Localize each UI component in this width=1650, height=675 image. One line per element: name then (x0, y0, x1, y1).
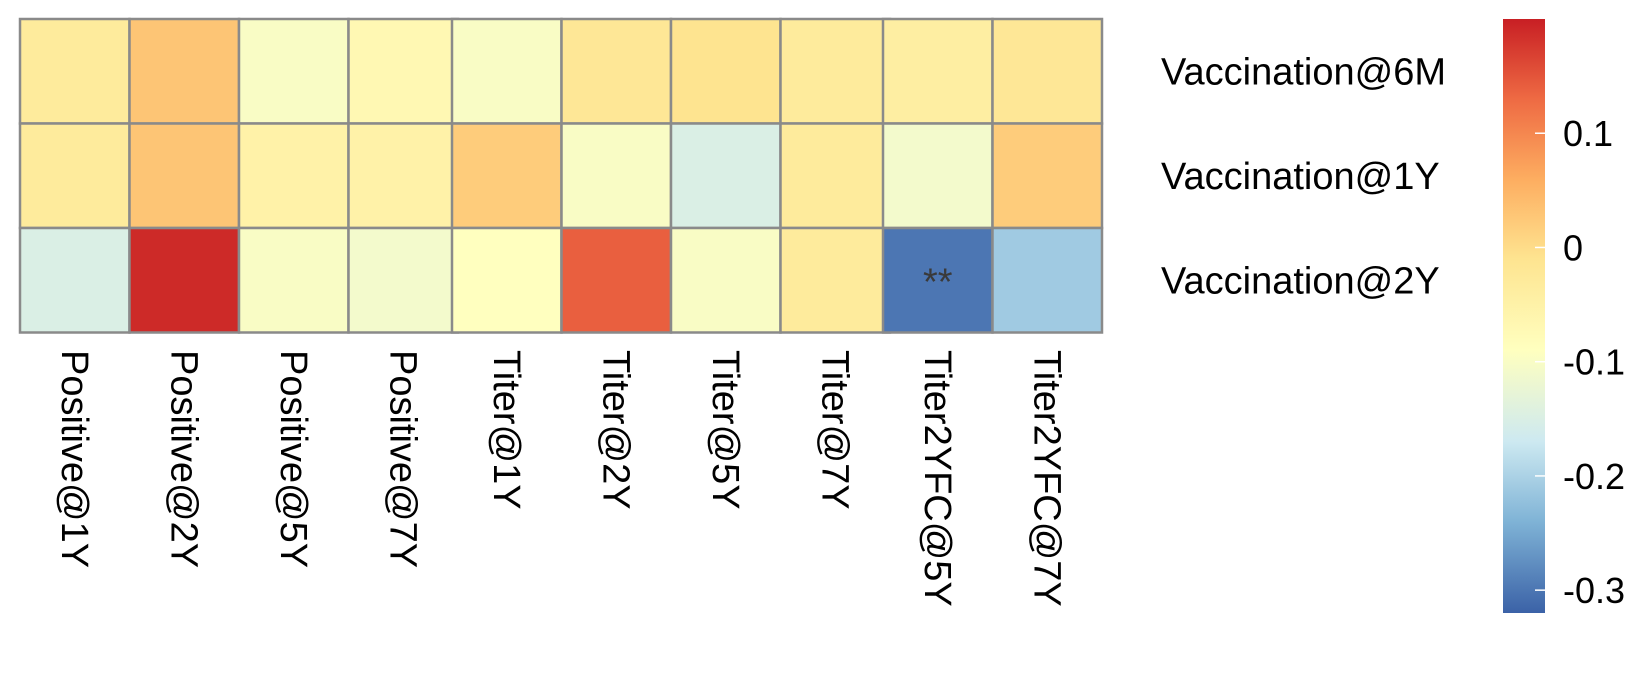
heatmap-cell-vaccination-2y-titer2yfc-7y (991, 226, 1104, 334)
color-bar (1503, 19, 1545, 613)
column-label-titer-1y: Titer@1Y (485, 350, 527, 510)
heatmap-cell-vaccination-2y-positive-7y (347, 226, 460, 334)
row-label-vaccination-6m: Vaccination@6M (1161, 51, 1446, 93)
heatmap-cell-vaccination-1y-titer-1y (450, 122, 563, 230)
column-label-positive-2y: Positive@2Y (162, 350, 204, 568)
column-label-titer-7y: Titer@7Y (813, 350, 855, 510)
heatmap-cell-vaccination-1y-positive-5y (237, 122, 350, 230)
column-label-titer-5y: Titer@5Y (704, 350, 746, 510)
heatmap-cell-vaccination-2y-positive-1y (18, 226, 131, 334)
heatmap-cells (18, 17, 1104, 334)
heatmap-cell-vaccination-2y-titer-5y (669, 226, 782, 334)
heatmap-cell-vaccination-6m-positive-5y (237, 17, 350, 125)
color-bar-tick-label: -0.2 (1563, 456, 1625, 497)
column-label-titer-2y: Titer@2Y (594, 350, 636, 510)
row-label-vaccination-1y: Vaccination@1Y (1161, 156, 1440, 198)
color-bar-tick-label: -0.3 (1563, 570, 1625, 611)
heatmap-cell-vaccination-1y-titer2yfc-5y (881, 122, 994, 230)
color-bar-tick-label: 0 (1563, 227, 1583, 268)
heatmap-cell-vaccination-2y-titer-1y (450, 226, 563, 334)
heatmap-cell-vaccination-1y-titer-5y (669, 122, 782, 230)
column-label-titer2yfc-7y: Titer2YFC@7Y (1025, 350, 1067, 607)
column-label-positive-1y: Positive@1Y (53, 350, 95, 568)
heatmap-cell-vaccination-6m-titer-1y (450, 17, 563, 125)
heatmap-cell-vaccination-1y-titer-7y (779, 122, 892, 230)
heatmap-cell-vaccination-6m-positive-7y (347, 17, 460, 125)
heatmap-cell-vaccination-1y-titer2yfc-7y (991, 122, 1104, 230)
heatmap-cell-vaccination-2y-positive-5y (237, 226, 350, 334)
heatmap-cell-vaccination-6m-titer-2y (560, 17, 673, 125)
heatmap-cell-vaccination-6m-titer2yfc-5y (881, 17, 994, 125)
heatmap-cell-vaccination-6m-titer-5y (669, 17, 782, 125)
cell-annotations: ** (923, 261, 953, 303)
heatmap-cell-vaccination-1y-titer-2y (560, 122, 673, 230)
color-legend: 0.1 0 -0.1 -0.2 -0.3 (1503, 19, 1625, 613)
heatmap-cell-vaccination-6m-positive-1y (18, 17, 131, 125)
heatmap-cell-vaccination-2y-titer-2y (560, 226, 673, 334)
color-bar-tick-label: 0.1 (1563, 113, 1613, 154)
column-label-titer2yfc-5y: Titer2YFC@5Y (916, 350, 958, 607)
heatmap-cell-vaccination-2y-positive-2y (128, 226, 241, 334)
heatmap-cell-vaccination-6m-titer-7y (779, 17, 892, 125)
column-label-positive-5y: Positive@5Y (272, 350, 314, 568)
heatmap-cell-vaccination-1y-positive-2y (128, 122, 241, 230)
heatmap-cell-vaccination-6m-positive-2y (128, 17, 241, 125)
row-label-vaccination-2y: Vaccination@2Y (1161, 260, 1440, 302)
heatmap-cell-vaccination-1y-positive-7y (347, 122, 460, 230)
row-labels: Vaccination@6M Vaccination@1Y Vaccination@… (1161, 51, 1446, 302)
heatmap-cell-vaccination-6m-titer2yfc-7y (991, 17, 1104, 125)
heatmap-cell-vaccination-2y-titer2yfc-5y (881, 226, 994, 334)
column-labels: Positive@1Y Positive@2Y Positive@5Y Positiv… (53, 350, 1068, 607)
color-bar-tick-label: -0.1 (1563, 342, 1625, 383)
significance-annotation: ** (923, 261, 953, 303)
column-label-positive-7y: Positive@7Y (381, 350, 423, 568)
heatmap-cell-vaccination-1y-positive-1y (18, 122, 131, 230)
heatmap-cell-vaccination-2y-titer-7y (779, 226, 892, 334)
